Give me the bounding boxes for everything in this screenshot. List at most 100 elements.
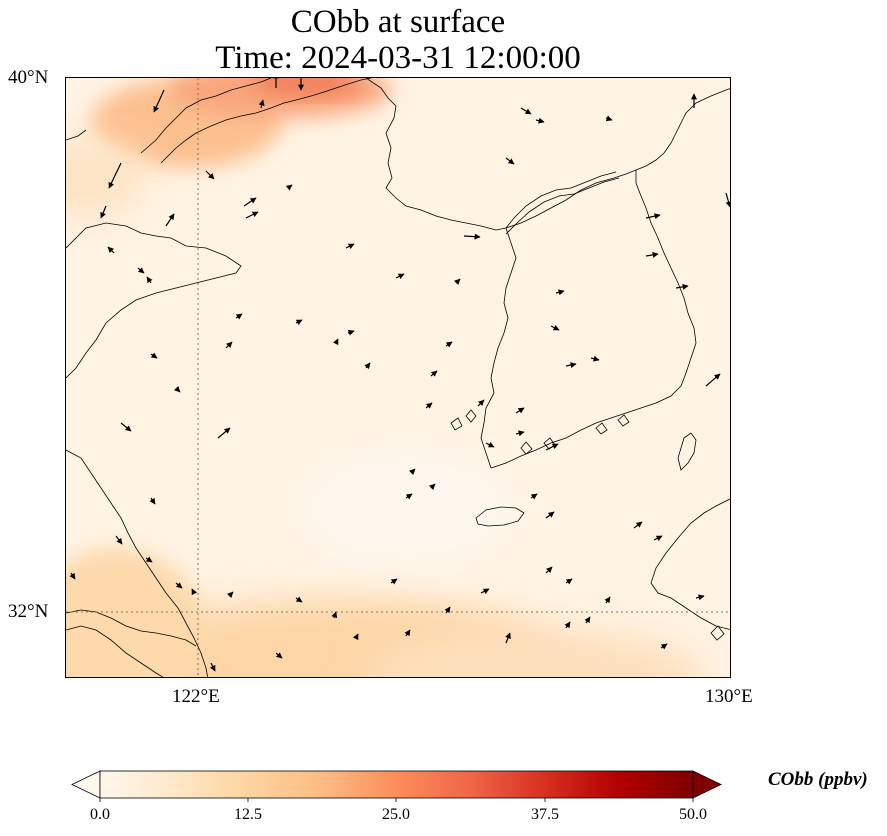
wind-arrow	[645, 251, 659, 258]
wind-arrow	[175, 582, 183, 589]
coast-yangtze-south	[66, 625, 164, 677]
dmz-line	[505, 171, 620, 235]
coast-liaodong-north	[140, 78, 372, 164]
wind-arrow	[425, 402, 433, 409]
wind-arrow	[115, 535, 123, 545]
wind-arrow	[565, 578, 573, 585]
wind-arrow	[405, 493, 413, 500]
wind-arrow	[191, 588, 198, 596]
jeju-island	[475, 506, 525, 527]
wind-arrow	[395, 273, 405, 280]
colorbar-tick-2: 25.0	[382, 806, 410, 823]
wind-arrow	[445, 341, 453, 348]
wind-arrow	[454, 278, 461, 285]
wind-arrow	[604, 596, 611, 604]
wind-arrow	[149, 497, 156, 505]
wind-arrow	[565, 362, 577, 369]
wind-arrow	[545, 566, 553, 574]
gridlines	[66, 78, 730, 677]
field-north-coast-max	[251, 78, 361, 96]
field-west-edge	[66, 138, 146, 218]
wind-arrow	[530, 493, 538, 500]
wind-arrow	[275, 652, 283, 659]
wind-arrow	[463, 233, 481, 240]
wind-arrow	[545, 511, 555, 519]
wind-arrow	[409, 468, 416, 475]
coast-yangtze-north	[66, 609, 197, 647]
wind-arrow	[332, 338, 339, 346]
colorbar	[71, 770, 722, 802]
wind-arrow	[145, 556, 153, 563]
wind-arrow	[205, 170, 215, 180]
wind-arrow	[633, 521, 643, 529]
wind-arrow	[564, 621, 571, 629]
wind-arrow	[243, 197, 257, 207]
wind-arrow	[404, 629, 411, 637]
colorbar-label: CObb (ppbv)	[768, 769, 868, 790]
wind-arrow	[285, 184, 293, 191]
wind-arrow	[480, 588, 490, 595]
wind-arrow	[331, 611, 338, 619]
coast-china-east	[66, 449, 209, 677]
wind-arrow	[705, 373, 721, 387]
wind-arrow	[535, 117, 545, 124]
wind-arrow	[515, 407, 525, 414]
wind-arrow	[347, 329, 355, 336]
wind-arrow	[653, 535, 663, 542]
map-canvas	[66, 78, 730, 677]
wind-arrow	[364, 362, 371, 370]
field-yangtze-mouth	[66, 548, 206, 677]
wind-arrow	[217, 427, 231, 439]
colorbar-tick-1: 12.5	[234, 806, 262, 823]
lat-label-32n: 32°N	[8, 601, 49, 622]
wind-arrow	[258, 99, 265, 109]
map-title-line1: CObb at surface	[290, 4, 506, 40]
wind-arrow	[555, 289, 565, 296]
kyushu-coast	[650, 498, 730, 630]
wind-arrow	[153, 89, 165, 113]
wind-arrow	[107, 246, 115, 254]
wind-arrow	[345, 243, 355, 250]
wind-vectors	[69, 78, 730, 672]
coastlines	[66, 78, 730, 677]
colorbar-tick-3: 37.5	[531, 806, 559, 823]
wind-arrow	[69, 572, 76, 580]
wind-arrow	[584, 616, 591, 624]
wind-arrow	[174, 386, 181, 393]
wind-arrow	[675, 283, 689, 290]
wind-arrow	[245, 211, 259, 219]
wind-arrow	[520, 107, 532, 115]
wind-arrow	[605, 115, 613, 122]
coast-korea-north	[505, 88, 730, 229]
lat-label-40n: 40°N	[8, 67, 49, 88]
wind-arrow	[352, 633, 359, 641]
coast-liaodong-peninsula	[365, 78, 507, 231]
colorbar-tick-4: 50.0	[679, 806, 707, 823]
wind-arrow	[225, 341, 233, 349]
wind-arrow	[485, 441, 495, 448]
wind-arrow	[209, 662, 216, 672]
wind-arrow	[725, 192, 730, 208]
colorbar-extend-min	[71, 770, 101, 799]
lon-label-130e: 130°E	[705, 686, 753, 707]
wind-arrow	[235, 313, 243, 320]
wind-arrow	[120, 422, 132, 432]
map-plot-area	[65, 77, 731, 678]
wind-arrow	[390, 578, 398, 585]
wind-arrow	[108, 162, 122, 189]
wind-arrow	[550, 324, 560, 331]
wind-arrow	[146, 276, 153, 284]
colorbar-extend-max	[692, 770, 722, 799]
wind-arrow	[545, 443, 559, 451]
field-clean-patch	[296, 448, 516, 568]
coast-korea-west	[480, 227, 517, 469]
wind-arrow	[429, 483, 436, 490]
wind-arrow	[590, 355, 600, 362]
colorbar-gradient	[99, 770, 694, 799]
colorbar-tick-marks	[99, 798, 694, 802]
wind-arrow	[660, 643, 668, 650]
tsushima-island	[677, 432, 697, 471]
map-title-line2: Time: 2024-03-31 12:00:00	[215, 40, 581, 76]
wind-arrow	[430, 370, 438, 377]
wind-arrow	[477, 399, 485, 407]
